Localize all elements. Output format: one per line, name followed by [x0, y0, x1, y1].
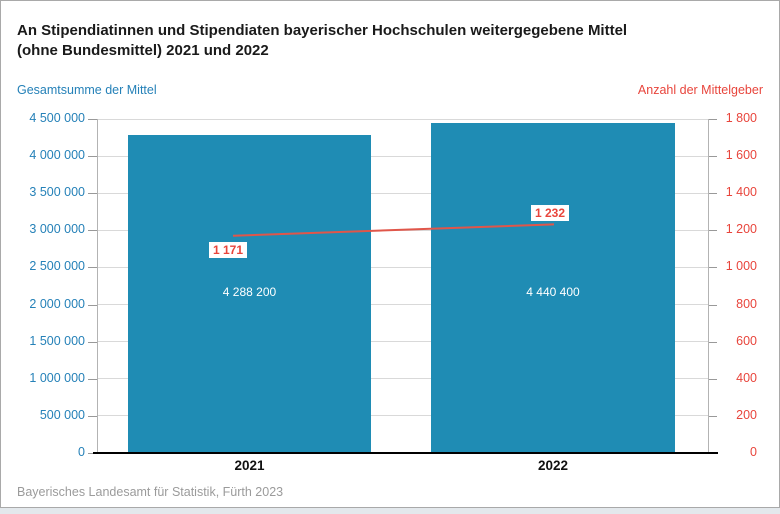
left-axis-tick	[88, 415, 97, 417]
right-axis-tick	[708, 415, 717, 417]
right-axis-title: Anzahl der Mittelgeber	[637, 83, 763, 97]
right-axis-tick	[708, 119, 717, 120]
line-point-label: 1 232	[530, 205, 569, 222]
right-axis-tick	[708, 230, 717, 232]
gridline	[97, 341, 708, 343]
left-axis-tick	[88, 378, 97, 380]
gridline	[97, 304, 708, 306]
chart-title-line1: An Stipendiatinnen und Stipendiaten baye…	[17, 22, 628, 39]
right-axis-tick	[708, 378, 717, 380]
x-axis-line	[93, 452, 718, 454]
right-axis-tick	[708, 341, 717, 343]
left-axis-tick-label: 2 000 000	[29, 296, 85, 311]
line-point-label: 1 171	[208, 241, 247, 258]
right-axis-tick	[708, 267, 717, 269]
right-axis-tick-label: 800	[736, 296, 757, 311]
right-axis-tick	[708, 193, 717, 195]
chart-title-line2: (ohne Bundesmittel) 2021 und 2022	[17, 41, 269, 59]
left-axis-tick-label: 1 000 000	[29, 370, 85, 385]
left-axis-tick	[88, 156, 97, 158]
gridline	[97, 266, 708, 268]
left-axis-tick	[88, 119, 97, 120]
right-axis-tick-label: 1 200	[725, 222, 757, 237]
right-axis-tick-label: 1 600	[725, 148, 757, 163]
gridline	[97, 118, 708, 120]
left-axis-tick	[88, 267, 97, 269]
source-note: Bayerisches Landesamt für Statistik, Für…	[17, 485, 284, 499]
right-axis-tick-label: 1 800	[725, 111, 757, 125]
left-axis-tick	[88, 230, 97, 232]
left-axis-tick-label: 4 500 000	[29, 111, 85, 125]
bar-value-label: 4 288 200	[222, 285, 277, 299]
left-axis-title: Gesamtsumme der Mittel	[17, 83, 157, 97]
bar-value-label: 4 440 400	[526, 285, 580, 299]
gridline	[97, 192, 708, 194]
bar-2021	[128, 134, 371, 453]
left-axis-tick	[88, 453, 97, 454]
x-axis-category-label: 2021	[234, 458, 265, 473]
gridline	[97, 378, 708, 380]
x-axis-category-label: 2022	[537, 458, 569, 473]
right-axis-tick-label: 400	[736, 370, 757, 385]
left-axis-line	[97, 119, 98, 453]
right-axis-line	[708, 119, 709, 453]
left-axis-tick-label: 3 000 000	[29, 222, 85, 237]
left-axis-tick-label: 500 000	[39, 407, 85, 422]
right-axis-tick-label: 200	[736, 407, 757, 422]
left-axis-tick	[88, 304, 97, 306]
bottom-shadow-strip	[0, 508, 780, 514]
chart-title: An Stipendiatinnen und Stipendiaten baye…	[17, 21, 765, 60]
right-axis-tick	[708, 304, 717, 306]
right-axis-tick-label: 600	[736, 333, 757, 348]
right-axis-tick	[708, 156, 717, 158]
right-axis-tick-label: 1 400	[725, 185, 757, 200]
left-axis-tick-label: 4 000 000	[29, 148, 85, 163]
right-axis-tick-label: 0	[750, 445, 757, 459]
left-axis-tick-label: 1 500 000	[29, 333, 85, 348]
left-axis-tick-label: 0	[78, 445, 85, 459]
left-axis-tick-label: 2 500 000	[29, 259, 85, 274]
bar-2022	[431, 123, 675, 453]
left-axis-tick	[88, 341, 97, 343]
gridline	[97, 155, 708, 157]
gridline	[97, 415, 708, 417]
left-axis-tick	[88, 193, 97, 195]
right-axis-tick-label: 1 000	[725, 259, 757, 274]
left-axis-tick-label: 3 500 000	[29, 185, 85, 200]
